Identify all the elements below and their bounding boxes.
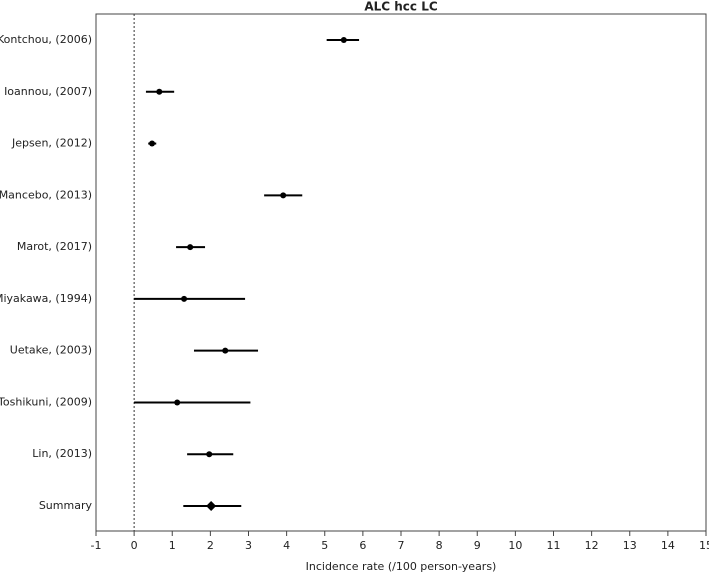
- summary-diamond: [206, 501, 217, 511]
- point-estimate: [181, 295, 188, 302]
- x-tick-label: 3: [245, 539, 252, 552]
- x-tick-label: 9: [474, 539, 481, 552]
- x-tick-label: 6: [359, 539, 366, 552]
- x-tick-label: 13: [623, 539, 637, 552]
- row-label: Toshikuni, (2009): [0, 395, 92, 408]
- point-estimate: [280, 192, 287, 199]
- x-tick-label: 10: [508, 539, 522, 552]
- row-label: Jepsen, (2012): [11, 137, 92, 150]
- point-estimate: [174, 399, 181, 406]
- point-estimate: [340, 37, 347, 43]
- x-tick-label: 8: [436, 539, 443, 552]
- x-tick-label: 11: [547, 539, 561, 552]
- point-estimate: [149, 140, 156, 147]
- row-label: N'Kontchou, (2006): [0, 33, 92, 46]
- row-label: Lin, (2013): [32, 447, 92, 460]
- row-label: Mancebo, (2013): [0, 188, 92, 201]
- x-tick-label: 1: [169, 539, 176, 552]
- point-estimate: [206, 451, 213, 458]
- row-label: Ioannou, (2007): [4, 85, 92, 98]
- row-label: Miyakawa, (1994): [0, 292, 92, 305]
- x-tick-label: 5: [321, 539, 328, 552]
- x-tick-label: 2: [207, 539, 214, 552]
- x-tick-label: 4: [283, 539, 290, 552]
- x-tick-label: -1: [91, 539, 102, 552]
- row-label: Summary: [39, 499, 93, 512]
- point-estimate: [187, 244, 194, 251]
- x-tick-label: 15: [699, 539, 709, 552]
- point-estimate: [222, 347, 229, 354]
- x-tick-label: 0: [131, 539, 138, 552]
- row-label: Uetake, (2003): [10, 344, 92, 357]
- x-tick-label: 12: [585, 539, 599, 552]
- x-tick-label: 7: [398, 539, 405, 552]
- x-tick-label: 14: [661, 539, 675, 552]
- row-label: Marot, (2017): [17, 240, 92, 253]
- x-axis-label: Incidence rate (/100 person-years): [306, 560, 497, 573]
- point-estimate: [156, 88, 163, 95]
- chart-title: ALC hcc LC: [364, 0, 438, 14]
